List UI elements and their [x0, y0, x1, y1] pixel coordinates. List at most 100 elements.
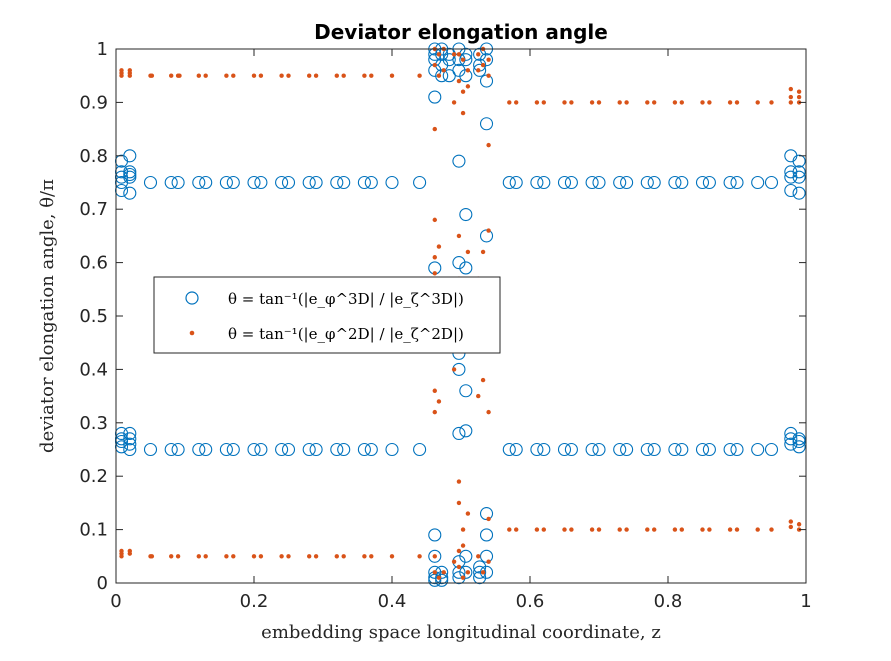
series-1-point-109	[792, 440, 806, 454]
series-1-point-82	[385, 442, 399, 457]
x-tick-label: 1	[800, 591, 811, 612]
series-2-point-79	[514, 527, 519, 532]
series-1-point-43	[695, 175, 710, 190]
series-2-point-185	[486, 228, 491, 233]
series-2-point-137	[456, 52, 462, 57]
series-1-point-65	[143, 442, 158, 457]
x-axis-label: embedding space longitudinal coordinate,…	[261, 622, 661, 643]
series-2-point-31	[562, 100, 567, 105]
series-2-point-114	[432, 554, 437, 559]
series-1-point-88	[557, 442, 572, 457]
series-1-point-108	[792, 434, 806, 449]
series-1-point-77	[309, 442, 323, 457]
series-1-point-97	[675, 442, 689, 457]
series-1-point-18	[254, 175, 268, 190]
series-2-point-28	[514, 100, 519, 105]
series-2-point-87	[624, 527, 629, 532]
series-1-point-30	[509, 175, 523, 190]
series-2-point-107	[432, 271, 437, 276]
series-2-point-183	[486, 73, 491, 78]
series-2-point-81	[541, 527, 546, 532]
series-1-point-12	[171, 175, 185, 190]
series-2-point-69	[286, 554, 291, 559]
series-2-point-11	[196, 73, 201, 78]
series-1-point-89	[564, 442, 578, 457]
series-1-point-102	[751, 442, 765, 457]
series-1-point-47	[751, 175, 765, 190]
series-1-point-22	[309, 175, 323, 190]
series-2-point-181	[480, 570, 486, 575]
y-tick-label: 0.8	[79, 146, 108, 167]
series-1-point-86	[530, 442, 544, 457]
series-1-point-143	[442, 53, 456, 67]
series-1-point-71	[226, 442, 240, 457]
series-2-point-73	[341, 554, 346, 559]
series-2-point-160	[465, 249, 471, 255]
series-1-point-93	[620, 442, 634, 457]
series-2-point-131	[451, 100, 457, 105]
series-1-point-73	[254, 442, 268, 457]
series-1-point-72	[247, 442, 261, 457]
series-2-point-118	[436, 244, 442, 249]
series-1-point-33	[557, 175, 572, 190]
series-1-point-17	[247, 175, 261, 190]
series-2-point-112	[432, 388, 437, 393]
series-2-point-100	[796, 522, 802, 527]
series-1-point-179	[473, 63, 487, 77]
series-2-point-48	[788, 94, 794, 100]
series-2-point-156	[460, 543, 466, 548]
series-1-point-95	[647, 442, 661, 457]
series-1-point-42	[675, 175, 689, 190]
legend: θ = tan⁻¹(|e_φ^3D| / |e_ζ^3D|) θ = tan⁻¹…	[153, 276, 501, 354]
series-1-point-151	[452, 154, 466, 168]
series-2-point-27	[507, 100, 512, 105]
series-1-point-25	[357, 175, 371, 190]
series-1-point-76	[302, 442, 316, 457]
series-2-point-189	[486, 409, 491, 415]
x-tick-label: 0	[110, 591, 121, 612]
series-2-point-39	[672, 100, 678, 105]
series-1-point-69	[199, 442, 213, 457]
series-2-point-158	[465, 68, 471, 73]
series-1-point-34	[564, 175, 578, 190]
series-2-point-62	[196, 554, 201, 559]
series-2-point-20	[313, 73, 319, 78]
series-2-point-166	[476, 52, 481, 57]
series-2-point-84	[589, 527, 595, 532]
series-1-point-193	[479, 117, 494, 131]
series-2-point-13	[224, 73, 229, 78]
series-2-point-43	[727, 100, 733, 105]
series-2-point-24	[369, 73, 374, 78]
series-2-point-93	[707, 527, 712, 532]
series-1-point-98	[695, 442, 710, 457]
series-1-point-150	[452, 63, 466, 77]
y-tick-label: 0	[97, 573, 108, 594]
series-1-point-64	[123, 442, 137, 457]
series-1-point-61	[123, 426, 137, 441]
series-1-point-174	[459, 424, 473, 438]
series-2-point-150	[460, 110, 466, 116]
series-2-point-70	[307, 554, 312, 559]
series-1-point-125	[428, 549, 442, 563]
series-1-point-96	[668, 442, 682, 457]
series-1-point-124	[428, 528, 442, 542]
series-2-point-115	[432, 570, 437, 575]
series-1-point-40	[647, 175, 661, 190]
series-1-point-87	[537, 442, 551, 457]
series-2-point-106	[432, 255, 437, 260]
series-1-point-189	[473, 571, 487, 585]
series-1-point-16	[226, 175, 240, 190]
series-1-point-173	[459, 384, 473, 398]
series-2-point-64	[224, 554, 229, 559]
series-2-point-86	[617, 527, 622, 532]
y-tick-label: 0.3	[79, 413, 108, 434]
x-tick-label: 0.8	[654, 591, 683, 612]
series-2-point-65	[231, 554, 236, 559]
series-2-point-135	[451, 367, 457, 372]
series-2-point-45	[755, 100, 760, 105]
y-axis-label: deviator elongation angle, θ/π	[37, 179, 58, 453]
series-2-point-74	[362, 554, 367, 559]
series-2-point-97	[769, 527, 774, 532]
series-2-point-32	[569, 100, 574, 105]
